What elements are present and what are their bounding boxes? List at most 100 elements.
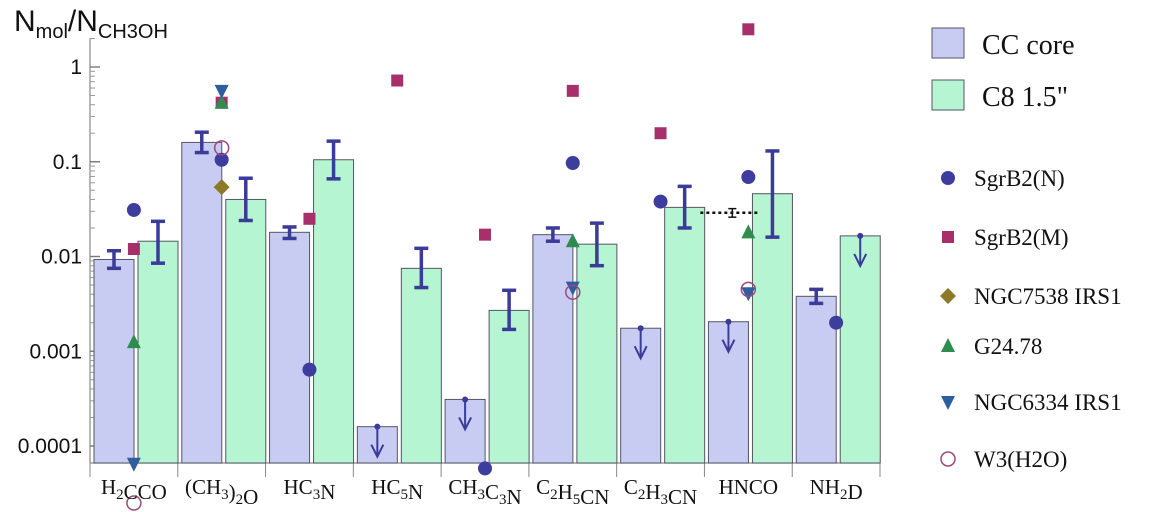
y-tick-label: 0.01	[41, 246, 82, 269]
bar-c8-1-5-c2h5cn	[576, 243, 618, 464]
y-axis-title-subscript: CH3OH	[98, 21, 168, 43]
category-label-part: O	[243, 485, 258, 509]
marker-sgrb2-n-nh2d	[829, 315, 844, 330]
marker-sgrb2-n-c2h3cn	[653, 194, 668, 209]
legend-label-c8-1-5: C8 1.5"	[982, 82, 1068, 113]
category-label-part: HC	[284, 475, 313, 499]
marker-g24-78-ch3-2o	[214, 94, 229, 109]
legend-swatch-cc-core	[931, 27, 965, 59]
category-label-c2h5cn: C2H5CN	[536, 475, 609, 509]
legend-marker-ngc7538-irs1	[940, 288, 956, 304]
category-label-part: 3	[661, 492, 669, 508]
marker-sgrb2-n-hc3n	[302, 362, 317, 377]
upper-limit-cc-core-hc5n-head	[370, 444, 385, 459]
category-label-nh2d: NH2D	[810, 475, 863, 504]
marker-g24-78-hnco	[741, 224, 756, 239]
marker-sgrb2-m-h2cco	[127, 242, 140, 255]
bar-c8-1-5-hc5n	[400, 267, 442, 464]
bar-c8-1-5-ch3c3n	[488, 309, 530, 464]
category-label-part: HNCO	[719, 475, 779, 499]
upper-limit-c8-1-5-nh2d-head	[853, 253, 868, 269]
y-axis-title-main: N	[14, 5, 36, 38]
error-bars	[107, 130, 868, 459]
category-labels: H2CCO (CH3)2O HC3N HC5N CH3C3N C2H5CN C2H3CN HN…	[101, 475, 863, 509]
marker-sgrb2-m-ch3c3n	[479, 228, 491, 241]
marker-sgrb2-m-hnco	[742, 23, 755, 36]
legend-marker-sgrb2-n	[941, 171, 955, 185]
marker-ngc6334-irs1-ch3-2o	[214, 84, 229, 99]
bar-c8-1-5-c2h3cn	[664, 206, 706, 464]
marker-w3-h2o-ch3-2o	[213, 140, 230, 156]
category-label-part: 2	[840, 487, 848, 503]
marker-w3-h2o-hnco	[740, 281, 757, 298]
category-label-part: 3	[499, 492, 507, 508]
legend-label-sgrb2-m: SgrB2(M)	[974, 225, 1069, 250]
upper-limit-cc-core-c2h3cn-head	[633, 345, 648, 361]
marker-g24-78-h2cco	[126, 334, 141, 349]
bar-cc-core-ch3-2o	[181, 141, 223, 464]
category-label-hc5n: HC5N	[371, 475, 423, 504]
category-label-ch3c3n: CH3C3N	[448, 475, 521, 509]
category-label-part: C	[485, 480, 499, 504]
legend-marker-ngc6334-irs1	[941, 396, 955, 410]
category-label-part: N	[408, 480, 423, 504]
y-tick-label: 0.001	[29, 340, 82, 363]
bar-c8-1-5-hc3n	[313, 159, 355, 464]
marker-sgrb2-m-c2h5cn	[566, 84, 579, 97]
upper-limit-cc-core-hnco-cap	[725, 318, 732, 325]
y-tick-label: 0.1	[53, 151, 82, 174]
marker-sgrb2-m-hc5n	[391, 74, 404, 87]
y-axis-title-subscript: mol	[36, 21, 68, 43]
category-label-part: )	[229, 480, 236, 504]
category-label-part: 2	[550, 487, 558, 503]
legend-marker-w3-h2o	[940, 451, 956, 467]
upper-limit-cc-core-ch3c3n-head	[458, 416, 473, 432]
category-label-hc3n: HC3N	[284, 475, 336, 504]
legend-marker-sgrb2-m	[942, 231, 954, 243]
legend-label-ngc7538-irs1: NGC7538 IRS1	[974, 284, 1122, 309]
marker-ngc6334-irs1-hnco	[741, 287, 756, 302]
y-tick-label: 1	[70, 56, 82, 79]
y-axis-title: Nmol/NCH3OH	[14, 5, 168, 43]
marker-sgrb2-n-h2cco	[126, 202, 141, 217]
category-label-part: H	[558, 480, 573, 504]
legend-label-sgrb2-n: SgrB2(N)	[974, 166, 1065, 191]
legend-swatch-c8-1-5	[931, 79, 965, 111]
category-label-c2h3cn: C2H3CN	[624, 475, 697, 509]
marker-w3-h2o-h2cco	[126, 495, 142, 511]
legend-label-w3-h2o: W3(H2O)	[974, 447, 1067, 472]
category-label-part: H	[645, 480, 660, 504]
category-label-part: CN	[580, 485, 609, 509]
category-label-ch3-2o: (CH3)2O	[185, 475, 258, 509]
category-label-part: H	[101, 475, 116, 499]
y-axis-title-main: /N	[68, 5, 98, 38]
category-label-hnco: HNCO	[719, 475, 779, 499]
marker-sgrb2-n-ch3c3n	[478, 461, 492, 476]
legend-label-ngc6334-irs1: NGC6334 IRS1	[974, 390, 1122, 415]
bars	[93, 141, 881, 464]
marker-sgrb2-m-c2h3cn	[654, 127, 667, 140]
upper-limit-cc-core-hc5n-cap	[374, 423, 381, 430]
category-label-h2cco: H2CCO	[101, 475, 167, 504]
bar-cc-core-hc3n	[269, 231, 311, 464]
bar-cc-core-c2h5cn	[532, 234, 574, 464]
category-label-part: (CH	[185, 475, 221, 499]
marker-g24-78-c2h5cn	[565, 233, 580, 248]
category-label-part: D	[847, 480, 862, 504]
category-label-part: C	[624, 475, 638, 499]
marker-sgrb2-m-hc3n	[303, 212, 316, 225]
markers	[126, 23, 844, 511]
category-label-part: C	[536, 475, 550, 499]
category-label-part: N	[507, 485, 522, 509]
legend-label-cc-core: CC core	[982, 30, 1075, 61]
bar-c8-1-5-nh2d	[839, 235, 881, 464]
marker-sgrb2-n-hnco	[741, 170, 756, 185]
category-label-part: HC	[371, 475, 400, 499]
upper-limit-cc-core-ch3c3n-cap	[462, 396, 469, 403]
category-label-part: NH	[810, 475, 840, 499]
marker-sgrb2-n-ch3-2o	[214, 152, 229, 167]
marker-w3-h2o-c2h5cn	[565, 284, 581, 300]
category-label-part: 3	[313, 487, 321, 503]
legend-label-g24-78: G24.78	[974, 334, 1042, 359]
